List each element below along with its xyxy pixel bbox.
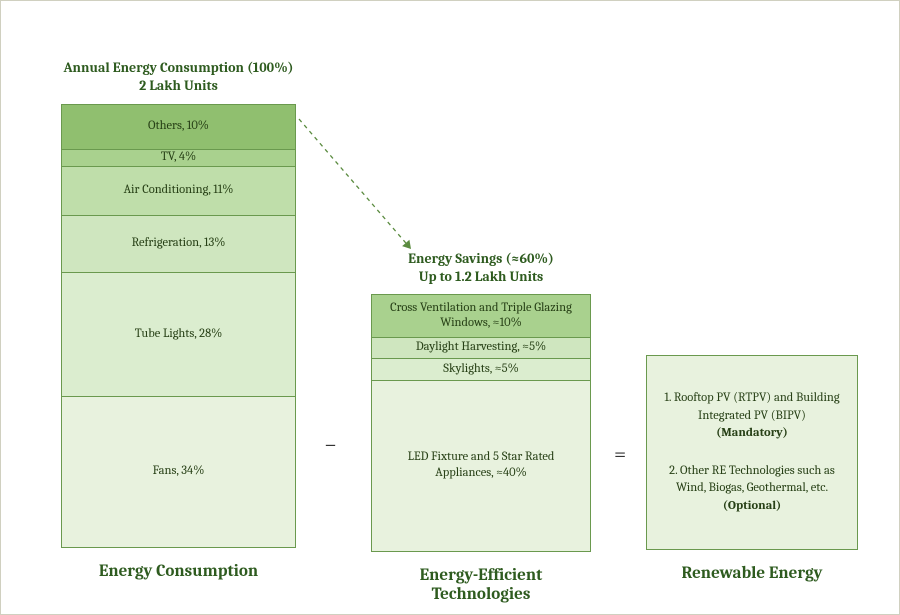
infographic-root: Annual Energy Consumption (100%) 2 Lakh …	[1, 1, 899, 614]
consumption-segment: Others, 10%	[62, 105, 295, 149]
savings-title: Energy Savings (≈60%) Up to 1.2 Lakh Uni…	[371, 250, 591, 286]
consumption-segment: Fans, 34%	[62, 397, 295, 547]
consumption-title-line1: Annual Energy Consumption (100%)	[63, 59, 293, 76]
savings-segment: Daylight Harvesting, ≈5%	[372, 338, 590, 359]
consumption-segment: Air Conditioning, 11%	[62, 167, 295, 216]
consumption-segment: TV, 4%	[62, 150, 295, 168]
column-savings: Energy Savings (≈60%) Up to 1.2 Lakh Uni…	[371, 250, 591, 604]
savings-title-line1: Energy Savings (≈60%)	[408, 250, 554, 267]
renewable-box: 1. Rooftop PV (RTPV) and Building Integr…	[646, 355, 858, 550]
column-renewable: 1. Rooftop PV (RTPV) and Building Integr…	[646, 355, 858, 583]
flow-arrow-icon	[289, 109, 421, 259]
savings-stack: Cross Ventilation and Triple Glazing Win…	[371, 294, 591, 552]
consumption-footer: Energy Consumption	[61, 562, 296, 581]
savings-segment: LED Fixture and 5 Star Rated Appliances,…	[372, 381, 590, 552]
consumption-stack: Others, 10%TV, 4%Air Conditioning, 11%Re…	[61, 104, 296, 548]
equals-operator: =	[614, 441, 626, 467]
savings-segment: Skylights, ≈5%	[372, 359, 590, 380]
minus-operator: –	[325, 431, 336, 457]
column-consumption: Annual Energy Consumption (100%) 2 Lakh …	[61, 59, 296, 581]
renewable-footer: Renewable Energy	[646, 564, 858, 583]
consumption-segment: Tube Lights, 28%	[62, 273, 295, 397]
savings-title-line2: Up to 1.2 Lakh Units	[419, 268, 544, 285]
savings-footer: Energy-Efficient Technologies	[371, 566, 591, 604]
consumption-title-line2: 2 Lakh Units	[139, 77, 218, 94]
renewable-item: 2. Other RE Technologies such as Wind, B…	[657, 463, 847, 516]
renewable-item: 1. Rooftop PV (RTPV) and Building Integr…	[657, 390, 847, 443]
consumption-segment: Refrigeration, 13%	[62, 216, 295, 273]
savings-segment: Cross Ventilation and Triple Glazing Win…	[372, 295, 590, 338]
consumption-title: Annual Energy Consumption (100%) 2 Lakh …	[61, 59, 296, 95]
